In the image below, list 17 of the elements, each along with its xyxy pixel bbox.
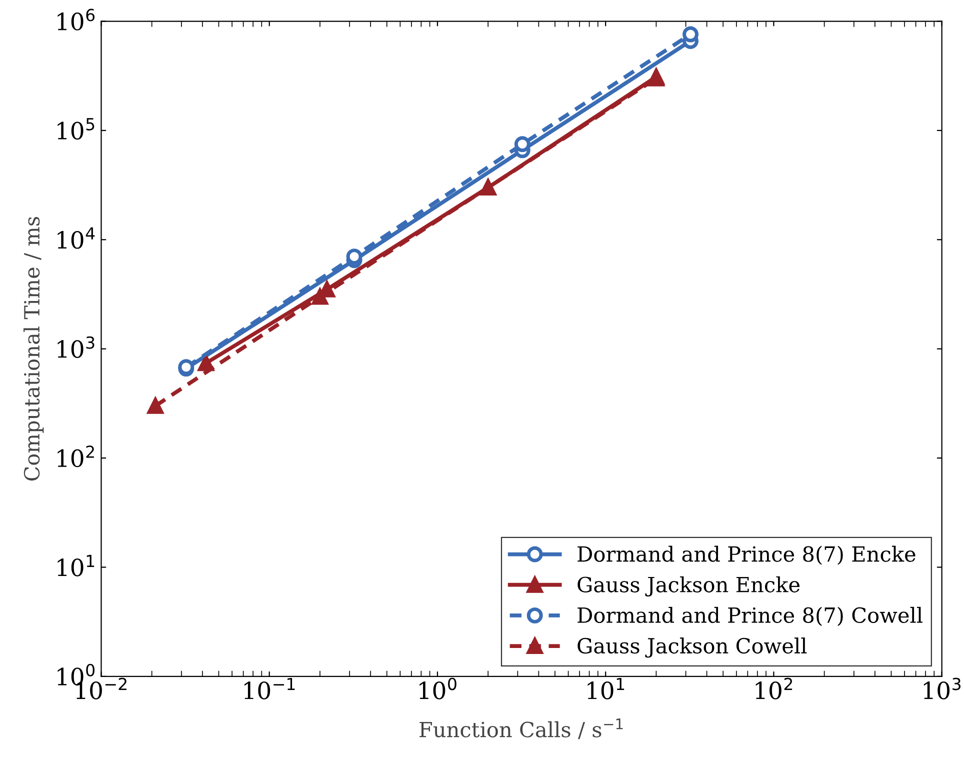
y-tick-label: 10$^{6}$ [58,8,95,30]
legend-label: Dormand and Prince 8(7) Cowell [578,606,922,626]
x-tick-label: 10$^{0}$ [420,678,456,700]
legend-label: Gauss Jackson Cowell [578,637,807,658]
x-tick-label: 10$^{1}$ [588,678,624,700]
y-axis-title: Computational Time / ms [24,216,44,481]
y-tick-label: 10$^{3}$ [58,336,94,358]
legend-label: Gauss Jackson Encke [578,576,800,596]
legend-label: Dormand and Prince 8(7) Encke [578,546,916,565]
x-tick-label: 10$^{−1}$ [244,678,295,700]
y-tick-label: 10$^{4}$ [58,227,95,249]
x-axis-title: Function Calls / s$^{−1}$ [420,718,623,740]
x-tick-label: 10$^{3}$ [924,678,961,700]
y-tick-label: 10$^{1}$ [58,554,94,576]
y-tick-label: 10$^{2}$ [58,446,94,468]
y-tick-label: 10$^{5}$ [58,118,94,140]
x-tick-label: 10$^{2}$ [756,678,792,700]
